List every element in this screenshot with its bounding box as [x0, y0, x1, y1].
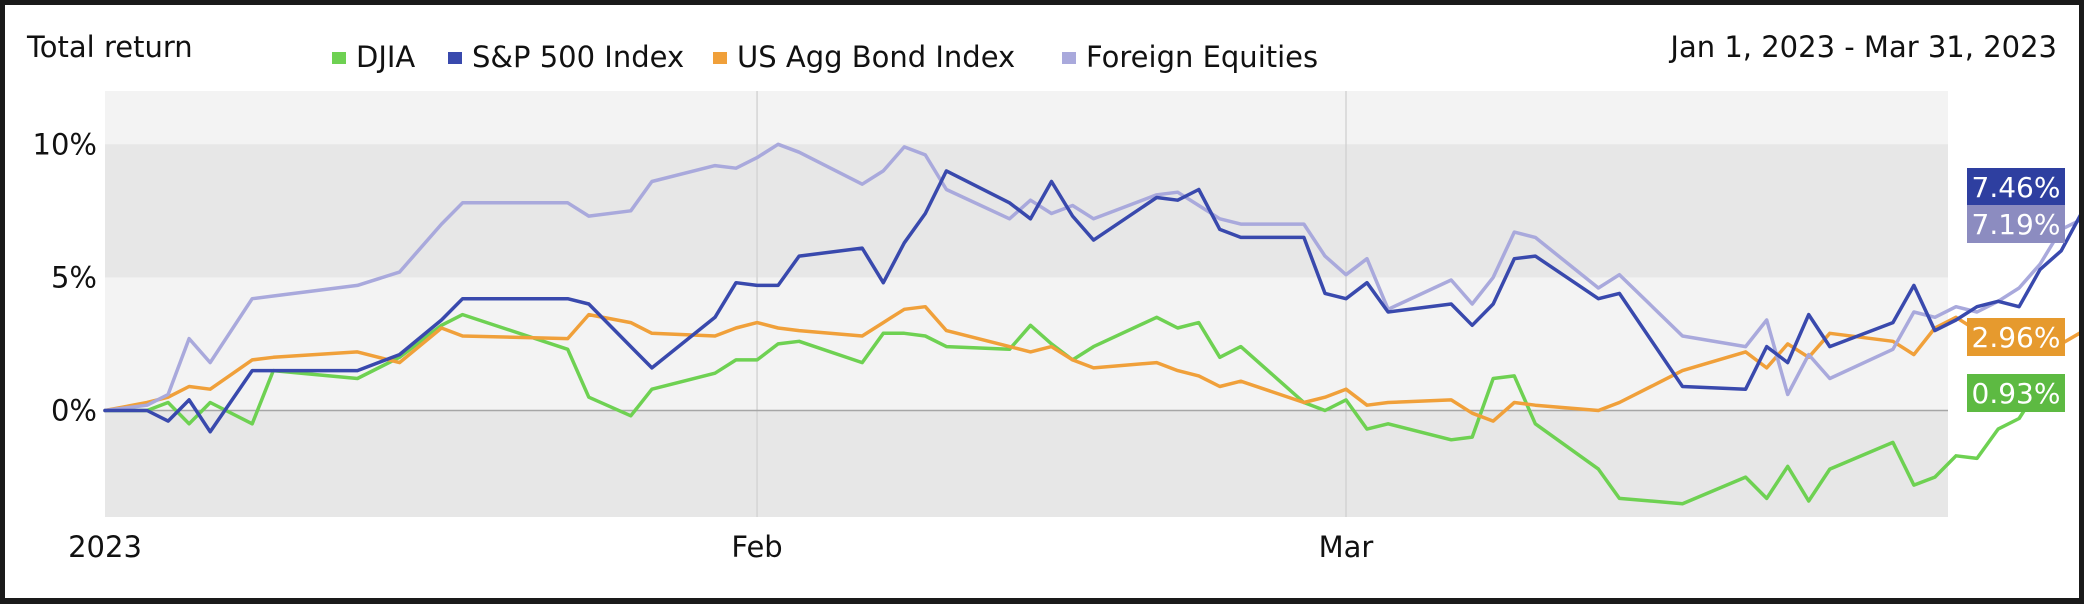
series-line-foreign-equities	[103, 142, 2079, 413]
band-5-10	[105, 144, 1948, 278]
legend-item-djia[interactable]: DJIA	[332, 40, 415, 74]
legend-swatch	[448, 52, 462, 64]
end-label-box	[1967, 205, 2065, 243]
x-tick-label: Feb	[731, 530, 782, 564]
legend: DJIA S&P 500 Index US Agg Bond Index Foreig…	[332, 40, 1318, 74]
end-label-foreign-equities: 7.19%	[1967, 205, 2065, 243]
plot-area: 10% 5% 0% 2023 Feb Mar 0.93% 7.46% 2.96% 7.19%	[33, 91, 2079, 564]
y-tick-label: 10%	[33, 127, 97, 161]
series-line-us-agg-bond-index	[103, 304, 2079, 423]
legend-item-foreign-equities[interactable]: Foreign Equities	[1062, 40, 1318, 74]
end-label-djia: 0.93%	[1967, 374, 2065, 412]
x-tick-label: 2023	[68, 530, 142, 564]
end-label-us-agg-bond-index: 2.96%	[1967, 318, 2065, 356]
date-range-label: Jan 1, 2023 - Mar 31, 2023	[1668, 30, 2057, 64]
end-label-s-p-500-index: 7.46%	[1967, 168, 2065, 206]
end-label-box	[1967, 318, 2065, 356]
legend-item-s-p-500-index[interactable]: S&P 500 Index	[448, 40, 684, 74]
series-line-djia	[103, 312, 2042, 506]
end-label-value: 0.93%	[1972, 377, 2061, 410]
end-label-box	[1967, 374, 2065, 412]
legend-item-us-agg-bond-index[interactable]: US Agg Bond Index	[713, 40, 1015, 74]
legend-swatch	[332, 52, 346, 64]
legend-label: US Agg Bond Index	[737, 40, 1015, 74]
y-tick-label: 0%	[51, 394, 97, 428]
end-label-box	[1967, 168, 2065, 206]
x-tick-label: Mar	[1319, 530, 1374, 564]
end-label-value: 7.46%	[1972, 171, 2061, 204]
end-label-value: 2.96%	[1972, 321, 2061, 354]
legend-swatch	[713, 52, 727, 64]
legend-label: DJIA	[356, 40, 415, 74]
chart-title: Total return	[26, 30, 193, 64]
legend-label: Foreign Equities	[1086, 40, 1318, 74]
legend-label: S&P 500 Index	[472, 40, 684, 74]
y-tick-label: 5%	[51, 260, 97, 294]
legend-swatch	[1062, 52, 1076, 64]
series-line-s-p-500-index	[103, 169, 2079, 434]
line-chart: Total return Jan 1, 2023 - Mar 31, 2023 …	[26, 30, 2079, 564]
end-label-value: 7.19%	[1972, 208, 2061, 241]
chart-panel: Total return Jan 1, 2023 - Mar 31, 2023 …	[5, 5, 2079, 598]
